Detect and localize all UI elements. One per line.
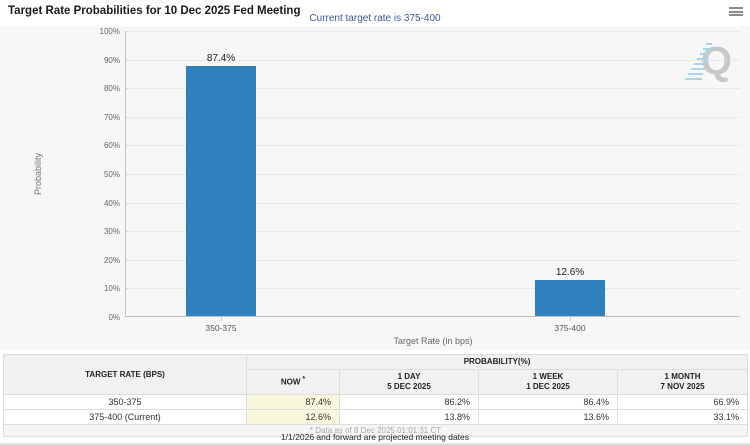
probability-bar-chart: Probability Q 0% 10% 20% 30% 40% 50% 60% 70% 80%…	[0, 26, 750, 350]
probability-table: TARGET RATE (BPS) PROBABILITY(%) NOW * 1 …	[2, 354, 749, 437]
watermark-dash	[706, 43, 712, 45]
chart-plot-area: Probability Q 0% 10% 20% 30% 40% 50% 60% 70% 80%…	[33, 27, 740, 346]
rate-range-cell: 375-400 (Current)	[3, 409, 247, 425]
table-subheader-1-day: 1 DAY 5 DEC 2025	[339, 369, 479, 395]
probability-cell: 86.2%	[339, 394, 479, 410]
current-target-rate-subtitle: Current target rate is 375-400	[309, 13, 441, 24]
table-row: 375-400 (Current) 12.6% 13.8% 13.6% 33.1%	[3, 409, 749, 425]
y-axis-tick-label: 60%	[103, 141, 120, 151]
bar-value-label: 87.4%	[206, 53, 236, 65]
watermark-dash	[688, 73, 703, 75]
gridline	[126, 231, 740, 233]
y-axis-tick-label: 0%	[108, 313, 120, 322]
probability-cell: 13.8%	[339, 409, 479, 425]
table-subheader-1-week: 1 WEEK 1 DEC 2025	[478, 369, 618, 395]
probability-cell: 13.6%	[478, 409, 618, 425]
table-header-probability-group: PROBABILITY(%)	[245, 354, 749, 370]
y-axis-tick-label: 40%	[103, 198, 120, 208]
table-subheader-1-month: 1 MONTH 7 NOV 2025	[616, 369, 749, 395]
watermark-dash	[694, 63, 706, 65]
gridline	[126, 31, 740, 32]
probability-now-cell: 12.6%	[246, 409, 340, 425]
page-title: Target Rate Probabilities for 10 Dec 202…	[8, 5, 301, 17]
probability-bar[interactable]	[535, 279, 605, 316]
gridline	[126, 174, 740, 175]
gridline	[126, 259, 740, 261]
probability-cell: 86.4%	[478, 394, 618, 410]
y-axis-tick-label: 80%	[103, 84, 120, 94]
probability-now-cell: 87.4%	[246, 394, 340, 410]
projected-dates-note: 1/1/2026 and forward are projected meeti…	[280, 432, 470, 442]
x-axis-tickmark	[570, 317, 571, 321]
quikstrike-logo-icon: Q	[680, 37, 736, 93]
table-row: 350-375 87.4% 86.2% 86.4% 66.9%	[3, 394, 749, 410]
y-axis-tick-label: 50%	[103, 170, 120, 179]
probability-cell: 33.1%	[616, 409, 749, 425]
watermark-dash	[697, 58, 708, 60]
y-axis-tick-label: 70%	[103, 112, 120, 122]
gridline	[126, 145, 740, 147]
probability-bar[interactable]	[186, 66, 256, 316]
watermark-dash	[700, 53, 709, 55]
gridline	[126, 116, 740, 118]
y-axis-tick-label: 10%	[103, 284, 120, 294]
rate-range-cell: 350-375	[3, 394, 247, 410]
x-axis-tick-label: 375-400	[554, 323, 586, 333]
watermark-dash	[685, 78, 702, 80]
hamburger-menu-icon[interactable]	[729, 7, 743, 18]
x-axis-title: Target Rate (in bps)	[393, 336, 473, 346]
y-axis-title: Probability	[33, 152, 43, 196]
gridline	[126, 88, 740, 90]
y-axis-tick-label: 90%	[103, 55, 120, 65]
y-axis-tick-label: 30%	[103, 227, 120, 237]
watermark-dash	[703, 48, 711, 50]
gridline	[126, 59, 740, 61]
x-axis-tickmark	[221, 317, 222, 321]
y-axis-tick-label: 20%	[103, 255, 120, 265]
gridline	[126, 202, 740, 204]
table-footnote: * Data as of 8 Dec 2025 01:01:31 CT	[2, 424, 749, 437]
watermark-dash	[691, 68, 705, 70]
table-header-target-rate: TARGET RATE (BPS)	[3, 354, 247, 395]
x-axis-tick-label: 350-375	[205, 323, 237, 333]
probability-cell: 66.9%	[616, 394, 749, 410]
table-subheader-now: NOW *	[246, 369, 340, 395]
bar-value-label: 12.6%	[555, 266, 585, 278]
gridline	[126, 288, 740, 290]
y-axis-tick-label: 100%	[99, 27, 120, 36]
